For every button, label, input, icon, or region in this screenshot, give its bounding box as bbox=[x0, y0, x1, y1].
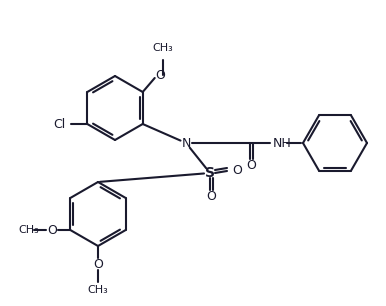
Text: O: O bbox=[232, 163, 242, 177]
Text: O: O bbox=[93, 258, 103, 271]
Text: CH₃: CH₃ bbox=[18, 225, 39, 235]
Text: CH₃: CH₃ bbox=[152, 43, 173, 53]
Text: Cl: Cl bbox=[53, 118, 65, 130]
Text: NH: NH bbox=[273, 136, 292, 150]
Text: S: S bbox=[205, 166, 215, 180]
Text: O: O bbox=[246, 159, 256, 171]
Text: O: O bbox=[155, 69, 165, 81]
Text: O: O bbox=[47, 223, 57, 237]
Text: O: O bbox=[206, 189, 216, 203]
Text: CH₃: CH₃ bbox=[88, 285, 108, 295]
Text: N: N bbox=[181, 136, 191, 150]
